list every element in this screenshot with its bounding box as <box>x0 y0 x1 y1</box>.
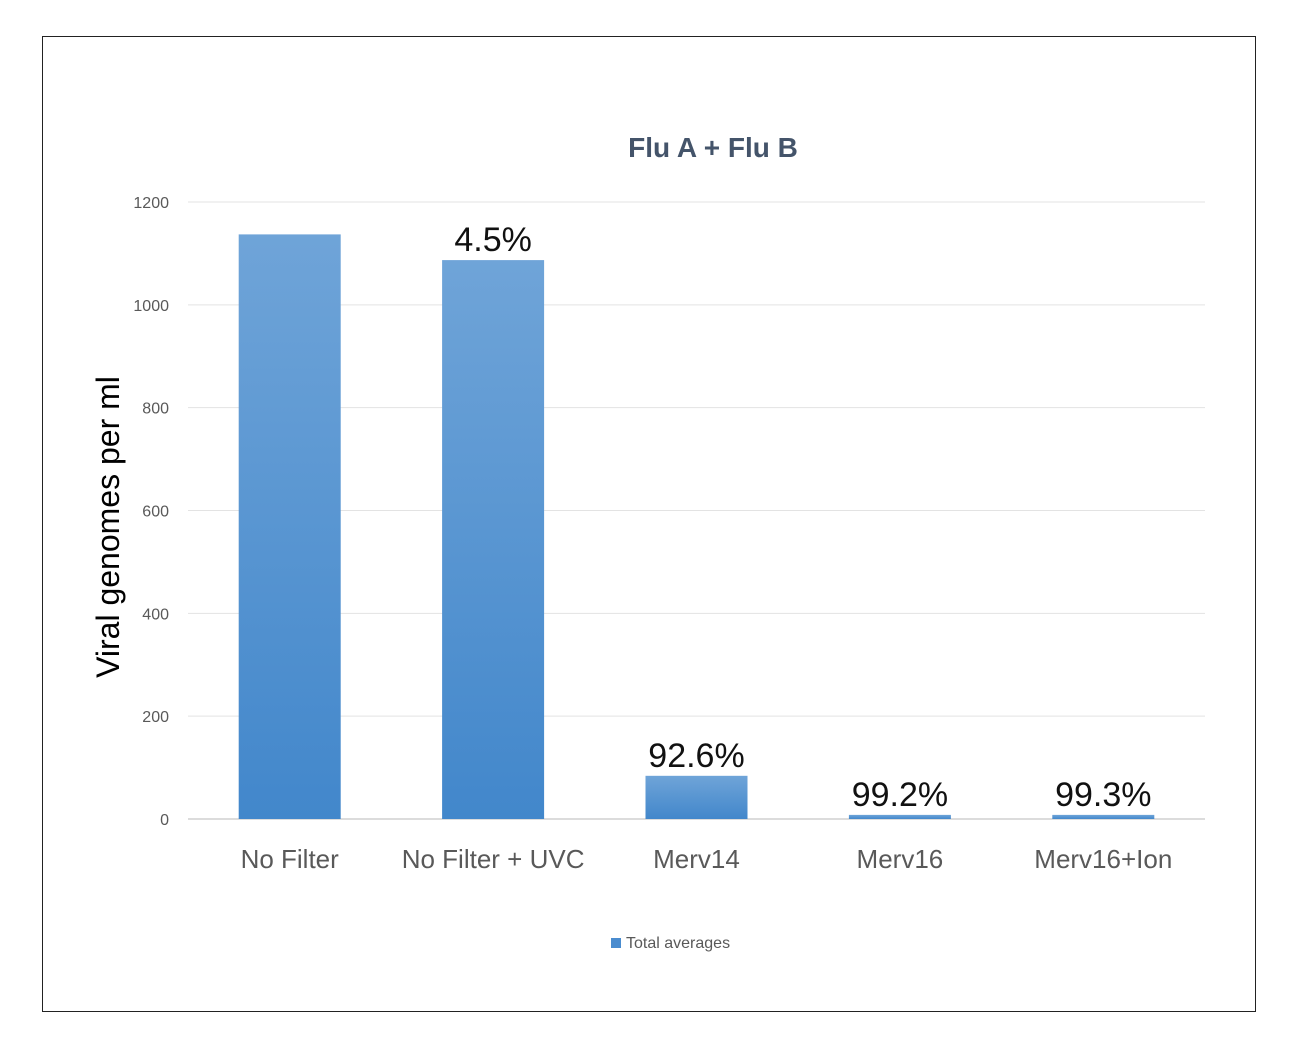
bar <box>1052 814 1155 819</box>
x-tick-label: No Filter + UVC <box>402 844 585 874</box>
bar <box>442 260 545 819</box>
data-label: 99.2% <box>852 776 948 814</box>
y-tick-label: 400 <box>142 606 169 623</box>
legend: Total averages <box>611 935 730 952</box>
data-labels: 4.5% 92.6% 99.2% 99.3% <box>454 221 1151 814</box>
y-axis-label: Viral genomes per ml <box>90 376 126 678</box>
x-axis-ticks: No Filter No Filter + UVC Merv14 Merv16 Merv… <box>241 844 1173 874</box>
data-label: 92.6% <box>648 737 744 775</box>
y-tick-label: 1000 <box>133 298 169 315</box>
data-label: 4.5% <box>454 221 532 259</box>
bar-chart: Flu A + Flu B 0 200 400 600 800 1000 1200 4.5%… <box>90 132 1205 952</box>
y-tick-label: 0 <box>160 812 169 829</box>
gridlines <box>188 201 1205 820</box>
bars <box>238 234 1155 819</box>
y-tick-label: 1200 <box>133 195 169 212</box>
y-axis-ticks: 0 200 400 600 800 1000 1200 <box>133 195 169 829</box>
chart-title: Flu A + Flu B <box>628 132 798 163</box>
x-tick-label: Merv14 <box>653 844 740 874</box>
legend-label: Total averages <box>626 935 730 952</box>
bar <box>645 775 748 819</box>
x-tick-label: Merv16+Ion <box>1034 844 1172 874</box>
y-tick-label: 200 <box>142 709 169 726</box>
data-label: 99.3% <box>1055 776 1151 814</box>
chart-frame: Flu A + Flu B 0 200 400 600 800 1000 1200 4.5%… <box>42 36 1256 1012</box>
bar <box>848 814 951 819</box>
x-tick-label: No Filter <box>241 844 340 874</box>
y-tick-label: 800 <box>142 401 169 418</box>
x-tick-label: Merv16 <box>857 844 944 874</box>
legend-swatch <box>611 938 621 948</box>
y-tick-label: 600 <box>142 504 169 521</box>
bar <box>238 234 341 819</box>
